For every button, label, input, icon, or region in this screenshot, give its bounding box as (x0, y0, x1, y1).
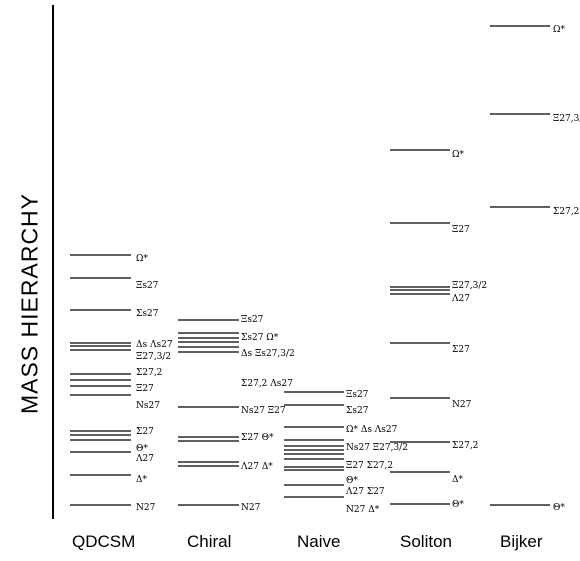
level-label: Ns27 Ξ27,3/2 (346, 443, 408, 453)
column-chiral: Ξs27 Σs27 Ω* Δs Ξs27,3/2 Σ27,2 Λs27 Ns27 Ξ27… (178, 315, 295, 513)
level-label: Σ27,2 (452, 441, 478, 451)
level-label: Δ* (452, 475, 463, 485)
level-label: N27 Δ* (346, 505, 380, 515)
level-label: Ξ27,3/2 (452, 281, 487, 291)
level-label: Ω* (452, 150, 464, 160)
level-label: Θ* (136, 444, 148, 454)
level-label: Σ27 (136, 427, 154, 437)
level-label: Σ27,2 Λs27 (241, 379, 293, 389)
column-label-chiral: Chiral (187, 532, 232, 551)
level-label: Ξ27,3/2 (553, 114, 580, 124)
level-label: Ω* (553, 25, 565, 35)
column-label-naive: Naive (297, 532, 341, 551)
level-label: Ξ27 Σ27,2 (346, 461, 393, 471)
level-label: Σs27 (136, 309, 159, 319)
level-label: Ω* (136, 254, 148, 264)
level-label: N27 (452, 400, 472, 410)
level-label: Λ27 Σ27 (345, 487, 385, 497)
column-label-soliton: Soliton (400, 532, 452, 551)
level-label: Σ27,2 (553, 207, 579, 217)
column-soliton: Ω* Ξ27 Ξ27,3/2 Λ27 Σ27 N27 Σ27,2 Δ* Θ* (390, 149, 487, 510)
level-label: N27 (136, 503, 156, 513)
level-label: Λ27 (135, 454, 154, 464)
level-label: Ns27 Ξ27 (241, 406, 286, 416)
level-label: Λ27 (451, 294, 470, 304)
level-label: N27 (241, 503, 261, 513)
level-label: Σs27 (346, 406, 369, 416)
level-label: Δs Λs27 (136, 340, 173, 350)
level-label: Σ27,2 (136, 368, 162, 378)
level-label: Ξs27 (136, 281, 159, 291)
level-label: Θ* (346, 476, 358, 486)
level-label: Λ27 Δ* (240, 462, 273, 472)
level-label: Σ27 (452, 345, 470, 355)
level-label: Ns27 (136, 401, 160, 411)
level-label: Ξs27 (241, 315, 264, 325)
level-label: Σs27 Ω* (241, 333, 279, 343)
level-label: Ω* Δs Λs27 (346, 425, 398, 435)
level-label: Ξ27,3/2 (136, 352, 171, 362)
level-label: Θ* (553, 503, 565, 513)
level-label: Ξ27 (452, 225, 470, 235)
level-label: Σ27 Θ* (241, 433, 274, 443)
level-label: Θ* (452, 500, 464, 510)
level-label: Δs Ξs27,3/2 (241, 349, 295, 359)
column-qdcsm: Ω* Ξs27 Σs27 Δs Λs27 Ξ27,3/2 Σ27,2 Ξ27 Ns27 Σ27 Θ… (70, 254, 173, 513)
column-naive: Ξs27 Σs27 Ω* Δs Λs27 Ns27 Ξ27,3/2 Ξ27 Σ27,2 Θ… (284, 390, 408, 515)
level-label: Ξs27 (346, 390, 369, 400)
level-label: Δ* (136, 475, 147, 485)
column-bijker: Ω* Ξ27,3/2 Σ27,2 Θ* (490, 25, 580, 513)
column-label-bijker: Bijker (500, 532, 543, 551)
level-label: Ξ27 (136, 384, 154, 394)
column-label-qdcsm: QDCSM (72, 532, 136, 551)
